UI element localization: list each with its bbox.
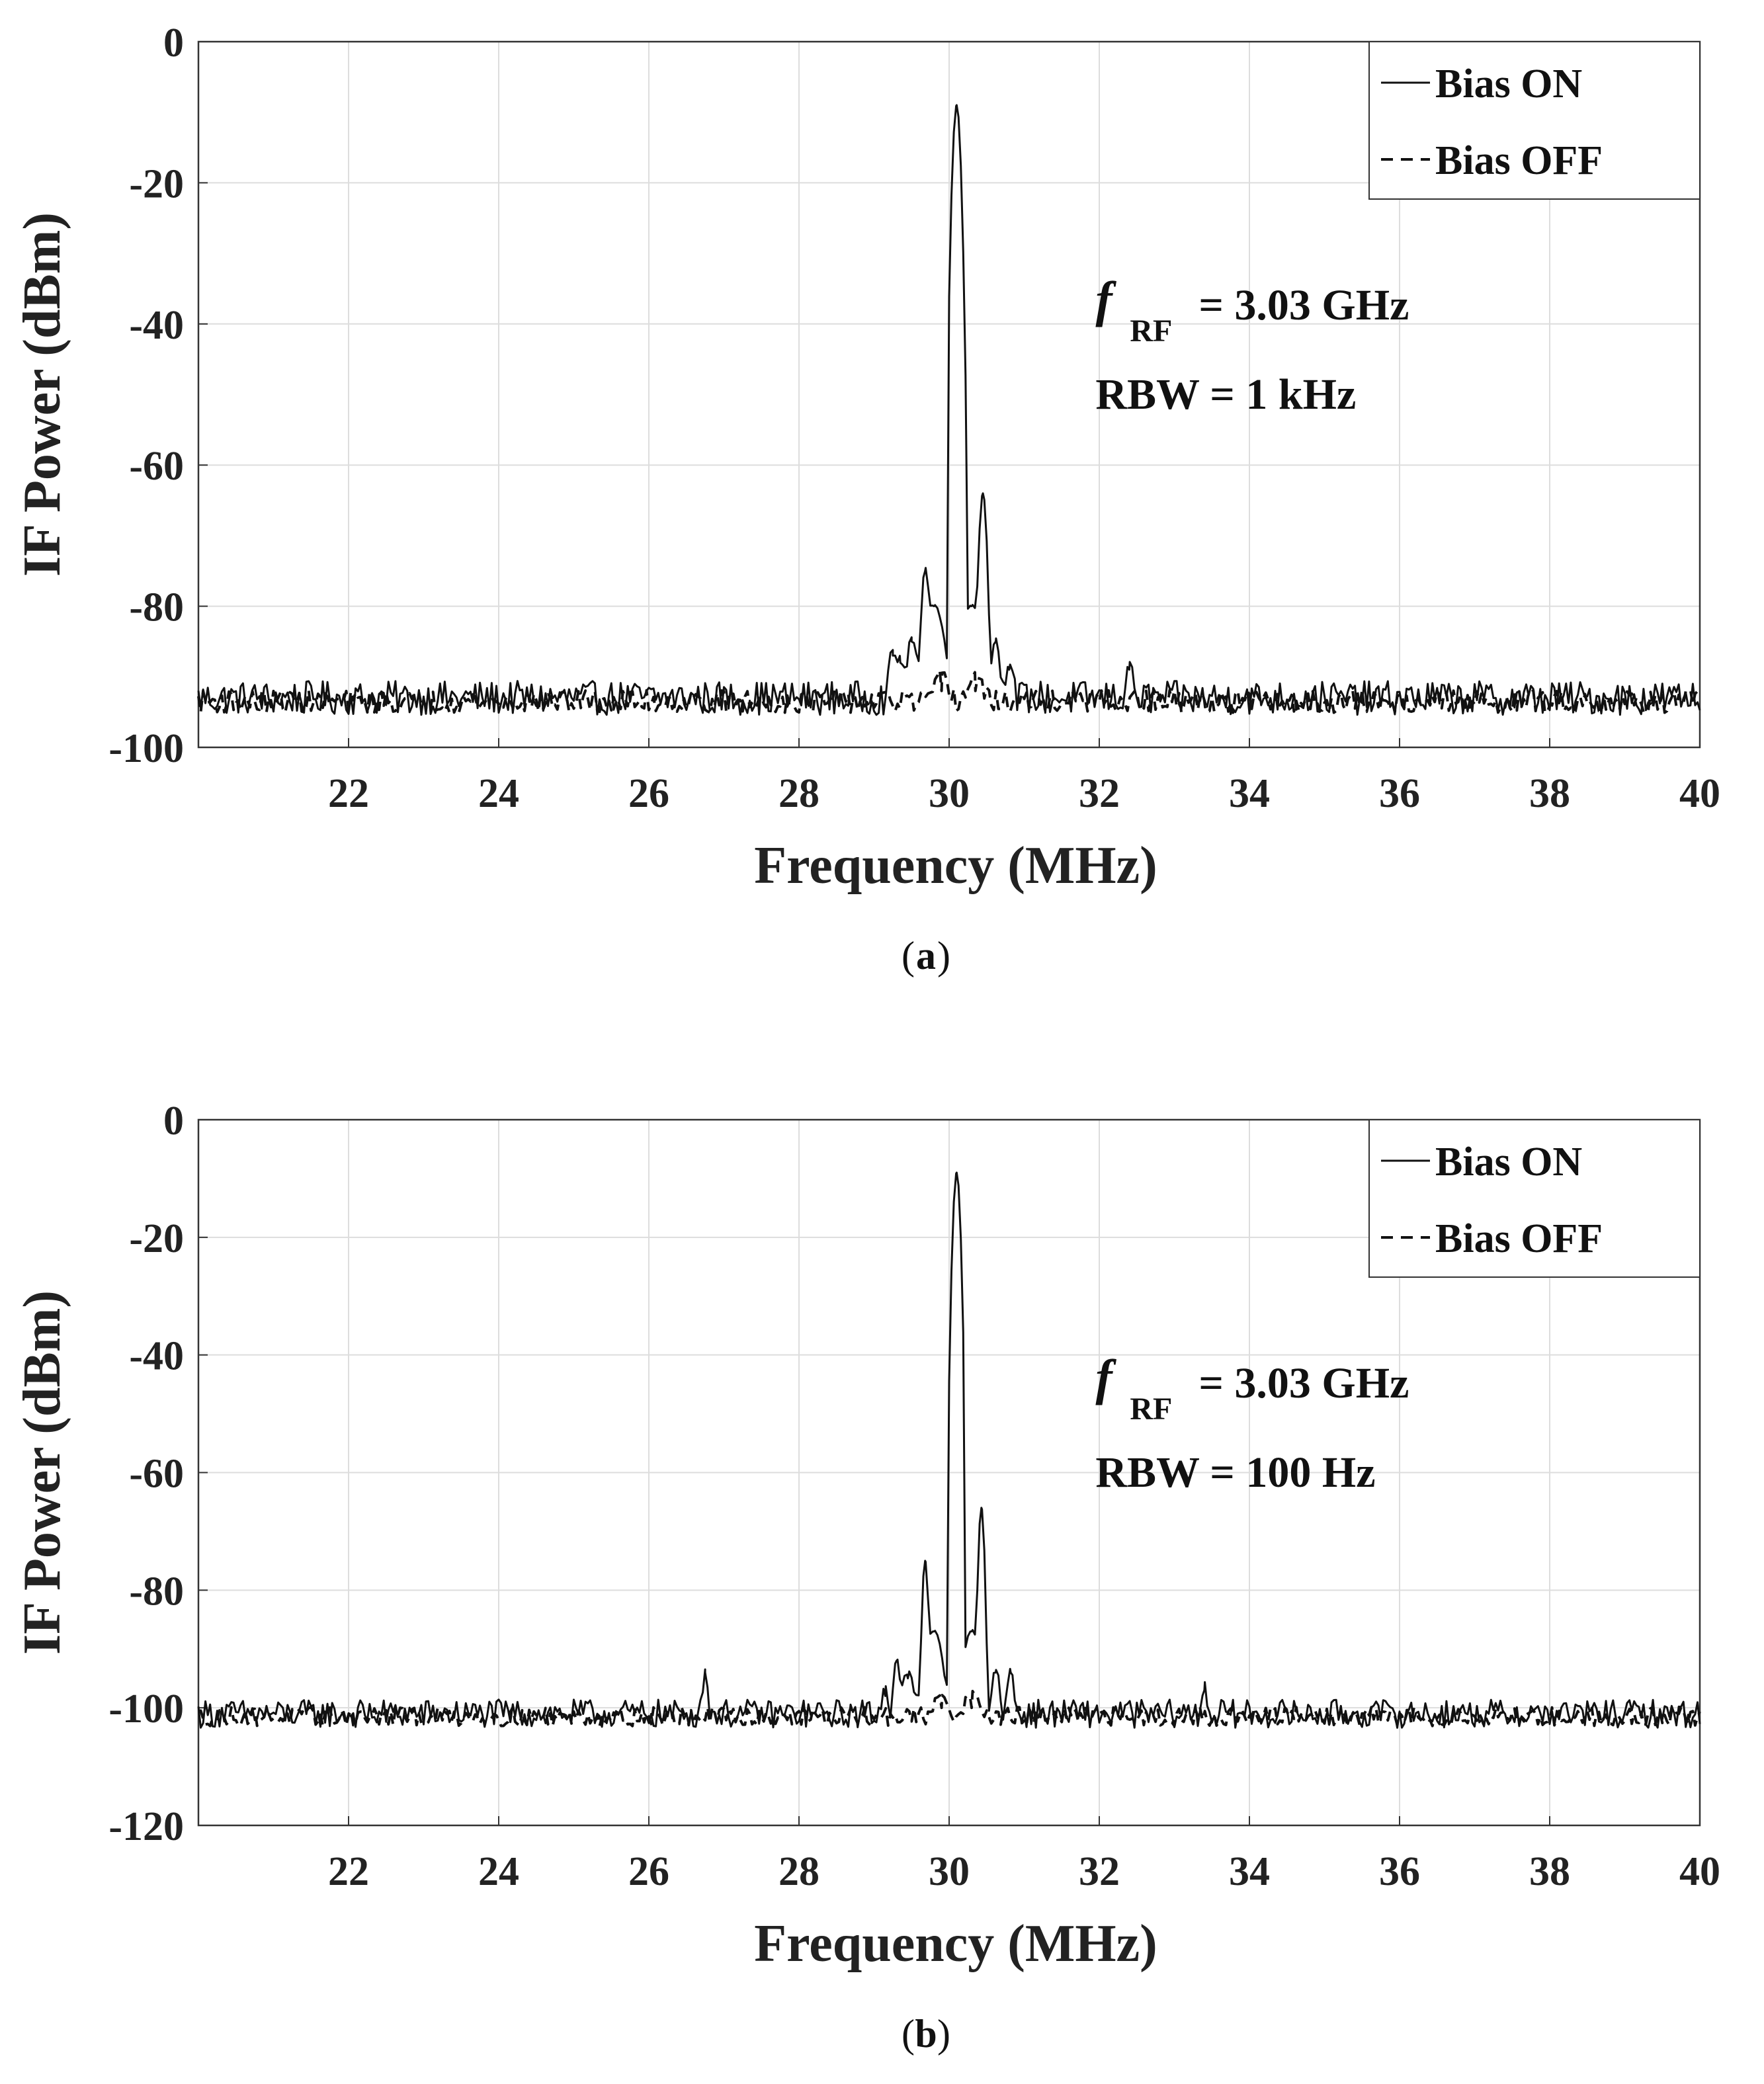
x-tick-label: 30 bbox=[929, 771, 970, 816]
x-tick-labels: 22 24 26 28 30 32 34 36 38 40 bbox=[328, 1849, 1720, 1894]
x-tick-labels: 22 24 26 28 30 32 34 36 38 40 bbox=[328, 771, 1720, 816]
x-tick-label: 36 bbox=[1379, 771, 1420, 816]
x-tick-label: 38 bbox=[1529, 771, 1570, 816]
series-line-bias-on bbox=[197, 104, 1701, 716]
annotation-frequency: = 3.03 GHz bbox=[1198, 281, 1409, 329]
series-line-bias-off bbox=[197, 669, 1701, 714]
x-tick-label: 34 bbox=[1229, 771, 1270, 816]
x-tick-label: 32 bbox=[1079, 1849, 1120, 1894]
y-tick-label: -60 bbox=[129, 1452, 184, 1497]
x-tick-label: 24 bbox=[478, 1849, 519, 1894]
legend: Bias ON Bias OFF bbox=[1368, 1119, 1701, 1278]
series-line-bias-off bbox=[198, 1690, 1701, 1728]
x-tick-label: 24 bbox=[478, 771, 519, 816]
x-tick-label: 40 bbox=[1679, 1849, 1720, 1894]
x-tick-label: 30 bbox=[929, 1849, 970, 1894]
y-tick-label: 0 bbox=[163, 21, 184, 65]
x-tick-label: 28 bbox=[778, 771, 819, 816]
plot-frame bbox=[197, 1118, 1701, 1827]
x-tick-label: 26 bbox=[628, 1849, 669, 1894]
annotation-f-subscript: RF bbox=[1130, 1392, 1172, 1427]
y-tick-label: -60 bbox=[129, 444, 184, 489]
annotation-rbw: RBW = 1 kHz bbox=[1095, 370, 1356, 419]
y-tick-labels: 0 -20 -40 -60 -80 -100 -120 bbox=[108, 1099, 184, 1849]
series-layer bbox=[197, 104, 1701, 716]
legend-box bbox=[1368, 41, 1701, 200]
panel-caption: ( a ) bbox=[902, 934, 950, 978]
caption-close-paren: ) bbox=[937, 934, 950, 978]
legend-label-bias-off: Bias OFF bbox=[1435, 138, 1603, 183]
caption-open-paren: ( bbox=[902, 934, 915, 978]
y-tick-label: 0 bbox=[163, 1099, 184, 1144]
x-tick-label: 40 bbox=[1679, 771, 1720, 816]
panel-caption: ( b ) bbox=[902, 2012, 950, 2056]
series-layer bbox=[197, 1171, 1701, 1729]
legend-box bbox=[1368, 1119, 1701, 1278]
chart-panel-b: 0 -20 -40 -60 -80 -100 -120 22 24 26 28 30 32 34 36 38… bbox=[13, 1099, 1720, 2056]
y-tick-label: -40 bbox=[129, 303, 184, 348]
legend-label-bias-off: Bias OFF bbox=[1435, 1216, 1603, 1261]
y-axis-label: IF Power (dBm) bbox=[13, 212, 71, 577]
legend: Bias ON Bias OFF bbox=[1368, 41, 1701, 200]
legend-label-bias-on: Bias ON bbox=[1435, 62, 1582, 106]
caption-open-paren: ( bbox=[902, 2012, 915, 2056]
x-tick-label: 26 bbox=[628, 771, 669, 816]
y-tick-label: -120 bbox=[108, 1804, 184, 1849]
caption-close-paren: ) bbox=[937, 2012, 950, 2056]
y-tick-label: -100 bbox=[108, 1687, 184, 1731]
x-tick-label: 32 bbox=[1079, 771, 1120, 816]
x-axis-label: Frequency (MHz) bbox=[754, 1915, 1157, 1973]
legend-label-bias-on: Bias ON bbox=[1435, 1140, 1582, 1185]
caption-letter: b bbox=[915, 2012, 937, 2056]
chart-panel-a: 0 -20 -40 -60 -80 -100 22 24 26 28 30 32 34 36 38 40 I… bbox=[13, 21, 1720, 978]
plot-frame bbox=[197, 40, 1701, 749]
y-tick-label: -20 bbox=[129, 161, 184, 206]
x-tick-label: 38 bbox=[1529, 1849, 1570, 1894]
x-axis-label: Frequency (MHz) bbox=[754, 837, 1157, 895]
annotation-frequency: = 3.03 GHz bbox=[1198, 1359, 1409, 1407]
caption-letter: a bbox=[916, 934, 936, 978]
x-tick-label: 22 bbox=[328, 771, 369, 816]
y-tick-label: -100 bbox=[108, 726, 184, 771]
annotation: f RF = 3.03 GHz RBW = 100 Hz bbox=[1095, 1350, 1409, 1497]
y-tick-label: -40 bbox=[129, 1334, 184, 1379]
y-tick-label: -80 bbox=[129, 585, 184, 630]
x-tick-label: 36 bbox=[1379, 1849, 1420, 1894]
annotation-f-subscript: RF bbox=[1130, 313, 1172, 349]
x-tick-label: 22 bbox=[328, 1849, 369, 1894]
y-tick-label: -20 bbox=[129, 1216, 184, 1261]
annotation-rbw: RBW = 100 Hz bbox=[1095, 1448, 1375, 1497]
x-tick-label: 34 bbox=[1229, 1849, 1270, 1894]
x-tick-label: 28 bbox=[778, 1849, 819, 1894]
y-axis-label: IF Power (dBm) bbox=[13, 1290, 71, 1655]
y-tick-labels: 0 -20 -40 -60 -80 -100 bbox=[108, 21, 184, 771]
y-tick-label: -80 bbox=[129, 1569, 184, 1614]
